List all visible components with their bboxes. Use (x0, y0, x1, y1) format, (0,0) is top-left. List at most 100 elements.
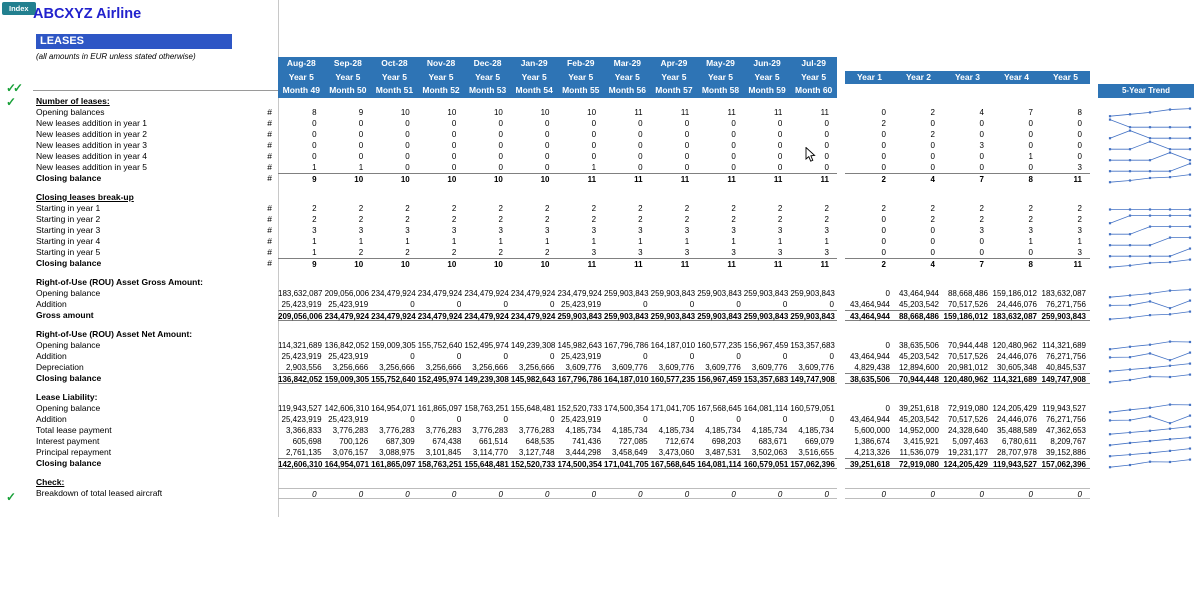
month-cell[interactable]: 164,081,114 (743, 404, 788, 413)
month-cell[interactable]: 3 (545, 226, 550, 235)
month-cell[interactable]: 11 (820, 108, 829, 117)
month-cell[interactable]: 2 (358, 248, 364, 257)
month-cell[interactable]: 0 (503, 352, 508, 361)
month-cell[interactable]: 234,479,924 (510, 312, 556, 321)
month-cell[interactable]: 3,609,776 (565, 363, 602, 372)
month-cell[interactable]: 2 (731, 215, 736, 224)
month-cell[interactable]: 3,256,666 (425, 363, 462, 372)
month-cell[interactable]: 0 (829, 300, 834, 309)
month-cell[interactable]: 114,321,689 (278, 341, 322, 350)
month-header-cell[interactable]: Oct-28 Year 5 Month 51 (371, 57, 418, 98)
row-label[interactable]: Breakdown of total leased aircraft (36, 488, 163, 498)
month-cell[interactable]: 3,487,531 (705, 448, 741, 457)
year-header-cell[interactable]: Year 3 (954, 71, 981, 82)
year-cell[interactable]: 0 (885, 404, 890, 413)
month-cell[interactable]: 2 (405, 204, 410, 213)
month-cell[interactable]: 25,423,919 (328, 352, 369, 361)
unit-cell[interactable] (260, 403, 278, 414)
year-cell[interactable]: 2 (1077, 204, 1082, 213)
month-cell[interactable]: 0 (545, 163, 550, 172)
month-cell[interactable]: 9 (358, 108, 364, 117)
month-cell[interactable]: 155,752,640 (417, 341, 463, 350)
year-cell[interactable]: 0 (881, 226, 886, 235)
year-cell[interactable]: 3 (1077, 163, 1082, 172)
month-cell[interactable]: 10 (447, 108, 457, 117)
month-cell[interactable]: 0 (358, 152, 364, 161)
year-cell[interactable]: 3,415,921 (903, 437, 939, 446)
unit-cell[interactable] (260, 425, 278, 436)
month-cell[interactable]: 2 (545, 248, 550, 257)
year-cell[interactable]: 39,251,618 (898, 404, 939, 413)
month-cell[interactable]: 234,479,924 (464, 312, 509, 321)
month-cell[interactable]: 1 (405, 237, 410, 246)
month-cell[interactable]: 10 (493, 108, 503, 117)
month-cell[interactable]: 0 (312, 152, 317, 161)
year-cell[interactable]: 119,943,527 (992, 460, 1037, 469)
month-cell[interactable]: 0 (456, 300, 462, 309)
year-cell[interactable]: 0 (1028, 163, 1033, 172)
month-cell[interactable]: 3,776,283 (472, 426, 508, 435)
month-cell[interactable]: 1 (638, 237, 643, 246)
year-cell[interactable]: 76,271,756 (1045, 352, 1086, 361)
month-cell[interactable]: 0 (498, 119, 503, 128)
month-cell[interactable]: 167,568,645 (650, 460, 696, 469)
row-label[interactable]: Opening balance (36, 288, 101, 298)
year-cell[interactable]: 4,213,326 (854, 448, 890, 457)
unit-cell[interactable]: # (267, 129, 272, 139)
month-header-cell[interactable]: Dec-28 Year 5 Month 53 (464, 57, 511, 98)
month-header-cell[interactable]: Nov-28 Year 5 Month 52 (418, 57, 465, 98)
year-cell[interactable]: 157,062,396 (1041, 460, 1087, 469)
month-cell[interactable]: 1 (312, 248, 317, 257)
month-cell[interactable]: 10 (447, 260, 457, 269)
month-cell[interactable]: 158,763,251 (417, 460, 463, 469)
year-cell[interactable]: 0 (881, 490, 886, 499)
month-cell[interactable]: 0 (591, 490, 597, 499)
year-cell[interactable]: 124,205,429 (943, 460, 989, 469)
row-label[interactable]: Opening balances (36, 107, 105, 117)
month-cell[interactable]: 3,776,283 (379, 426, 415, 435)
month-cell[interactable]: 1 (777, 237, 783, 246)
month-cell[interactable]: 145,982,643 (557, 341, 602, 350)
month-cell[interactable]: 2 (638, 215, 643, 224)
month-cell[interactable]: 3,088,975 (379, 448, 415, 457)
year-cell[interactable]: 1,386,674 (854, 437, 890, 446)
year-cell[interactable]: 3 (1077, 248, 1082, 257)
month-cell[interactable]: 164,187,010 (650, 341, 696, 350)
month-cell[interactable]: 0 (358, 119, 364, 128)
year-cell[interactable]: 2 (881, 260, 886, 269)
unit-cell[interactable]: # (267, 173, 272, 183)
month-cell[interactable]: 0 (829, 415, 834, 424)
month-cell[interactable]: 0 (824, 152, 829, 161)
month-cell[interactable]: 1 (498, 237, 503, 246)
month-cell[interactable]: 10 (493, 260, 503, 269)
month-cell[interactable]: 0 (643, 415, 648, 424)
month-cell[interactable]: 167,796,786 (557, 375, 602, 384)
year-cell[interactable]: 259,903,843 (1041, 312, 1087, 321)
month-cell[interactable]: 11 (634, 175, 643, 184)
month-cell[interactable]: 2 (312, 215, 317, 224)
row-label[interactable]: New leases addition in year 2 (36, 129, 148, 139)
month-cell[interactable]: 3,256,666 (472, 363, 508, 372)
month-cell[interactable]: 259,903,843 (697, 289, 742, 298)
month-cell[interactable]: 3,366,833 (285, 426, 322, 435)
month-cell[interactable]: 0 (824, 119, 829, 128)
month-cell[interactable]: 2 (591, 204, 597, 213)
month-cell[interactable]: 234,479,924 (371, 312, 416, 321)
row-label[interactable]: New leases addition in year 3 (36, 140, 148, 150)
month-cell[interactable]: 10 (354, 175, 364, 184)
month-cell[interactable]: 0 (689, 415, 695, 424)
year-cell[interactable]: 2 (979, 204, 984, 213)
month-cell[interactable]: 8 (312, 108, 317, 117)
month-cell[interactable]: 0 (498, 163, 503, 172)
year-cell[interactable]: 72,919,080 (947, 404, 988, 413)
month-cell[interactable]: 11 (773, 175, 783, 184)
month-cell[interactable]: 11 (634, 108, 643, 117)
month-cell[interactable]: 25,423,919 (281, 352, 322, 361)
unit-cell[interactable] (260, 351, 278, 362)
month-cell[interactable]: 10 (587, 108, 597, 117)
month-cell[interactable]: 234,479,924 (371, 289, 416, 298)
month-cell[interactable]: 2 (405, 215, 410, 224)
month-cell[interactable]: 3 (312, 226, 317, 235)
unit-cell[interactable] (260, 362, 278, 373)
month-cell[interactable]: 11 (774, 108, 783, 117)
